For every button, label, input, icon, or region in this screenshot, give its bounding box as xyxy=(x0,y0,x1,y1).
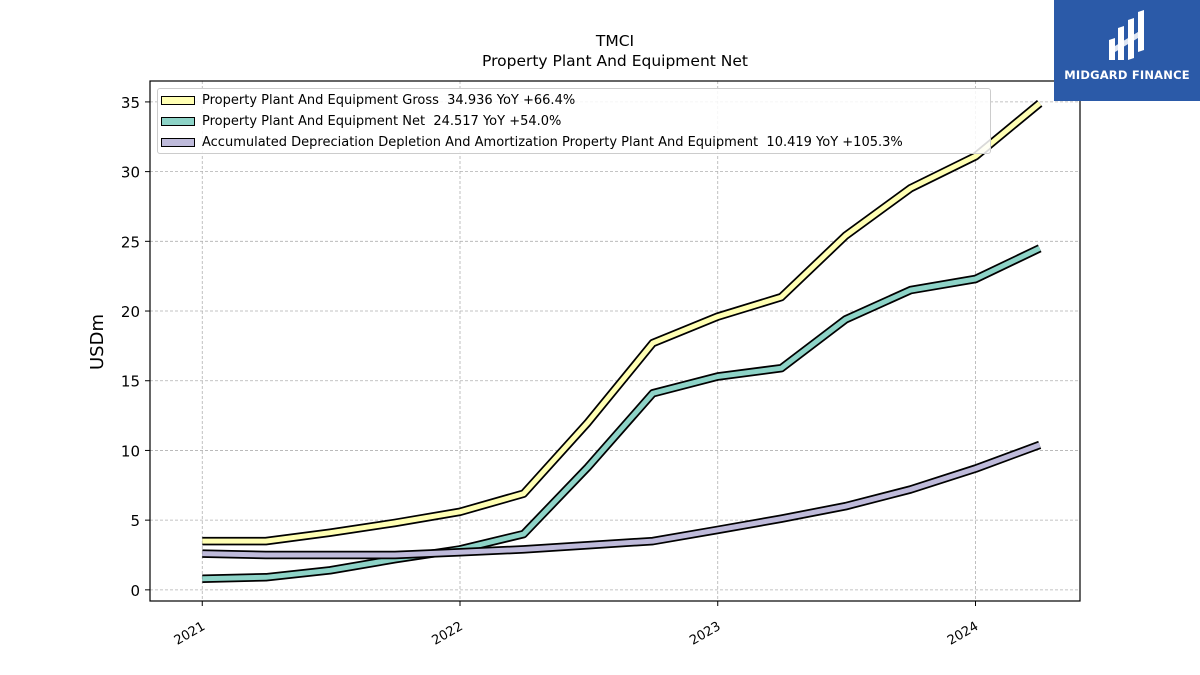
chart-legend: Property Plant And Equipment Gross 34.93… xyxy=(157,88,991,154)
legend-swatch-net xyxy=(161,116,195,126)
brand-mark-icon xyxy=(1109,10,1144,60)
y-tick-label: 0 xyxy=(130,582,140,600)
y-tick-label: 35 xyxy=(121,94,140,112)
tick-layer: 0 5 10 15 20 25 30 35 2021 2022 2023 2024 xyxy=(121,94,981,649)
y-tick-label: 30 xyxy=(121,164,140,182)
legend-swatch-gross xyxy=(161,95,195,105)
y-tick-label: 5 xyxy=(130,512,140,530)
y-tick-label: 15 xyxy=(121,373,140,391)
chart-title-metric: Property Plant And Equipment Net xyxy=(482,52,748,70)
plot-area-frame xyxy=(149,80,1081,602)
legend-item-net: Property Plant And Equipment Net 24.517 … xyxy=(161,113,561,129)
y-tick-label: 20 xyxy=(121,303,140,321)
x-tick-label: 2021 xyxy=(172,619,208,649)
legend-label-net: Property Plant And Equipment Net 24.517 … xyxy=(202,113,562,129)
legend-item-depreciation: Accumulated Depreciation Depletion And A… xyxy=(161,134,903,150)
series-line-0 xyxy=(202,101,1042,544)
y-tick-label: 25 xyxy=(121,233,140,251)
brand-logo: MIDGARD FINANCE xyxy=(1054,0,1200,101)
series-outline-0 xyxy=(202,100,1043,546)
series-outline-2 xyxy=(202,440,1042,560)
x-tick-label: 2024 xyxy=(945,619,981,649)
x-tick-label: 2022 xyxy=(429,619,465,649)
y-tick-label: 10 xyxy=(121,442,140,460)
y-axis-label: USDm xyxy=(87,314,108,370)
series-line-2 xyxy=(202,442,1041,558)
legend-label-gross: Property Plant And Equipment Gross 34.93… xyxy=(202,92,576,108)
grid-layer xyxy=(150,81,1080,601)
series-layer xyxy=(202,100,1043,583)
chart-title-ticker: TMCI xyxy=(595,32,635,50)
brand-name: MIDGARD FINANCE xyxy=(1064,68,1190,82)
series-line-1 xyxy=(202,246,1041,582)
legend-label-depreciation: Accumulated Depreciation Depletion And A… xyxy=(202,134,903,150)
legend-swatch-depreciation xyxy=(161,137,195,147)
legend-item-gross: Property Plant And Equipment Gross 34.93… xyxy=(161,92,575,108)
x-tick-label: 2023 xyxy=(687,619,723,649)
